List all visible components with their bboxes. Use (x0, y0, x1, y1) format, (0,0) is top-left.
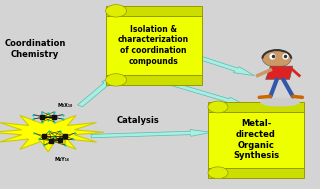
Circle shape (262, 50, 291, 67)
Polygon shape (266, 66, 293, 79)
Text: M₂X₁₀: M₂X₁₀ (58, 103, 73, 108)
Circle shape (208, 167, 228, 179)
Bar (208, 112, 304, 168)
Bar (106, 6, 202, 16)
FancyArrow shape (91, 129, 211, 138)
FancyArrow shape (197, 56, 254, 76)
Circle shape (106, 5, 127, 17)
Bar (208, 168, 304, 178)
Bar (208, 102, 304, 112)
Circle shape (106, 74, 127, 86)
Bar (106, 16, 202, 75)
Circle shape (208, 101, 228, 113)
FancyArrow shape (162, 80, 246, 106)
Ellipse shape (261, 98, 299, 106)
Text: Catalysis: Catalysis (116, 116, 159, 125)
Bar (106, 75, 202, 85)
Text: M₄Y₁₆: M₄Y₁₆ (54, 157, 69, 162)
Text: Coordination
Chemistry: Coordination Chemistry (4, 40, 66, 59)
Polygon shape (0, 113, 104, 152)
Text: Isolation &
characterization
of coordination
compounds: Isolation & characterization of coordina… (118, 25, 189, 66)
Text: Metal-
directed
Organic
Synthesis: Metal- directed Organic Synthesis (233, 119, 279, 160)
FancyArrow shape (78, 74, 118, 107)
